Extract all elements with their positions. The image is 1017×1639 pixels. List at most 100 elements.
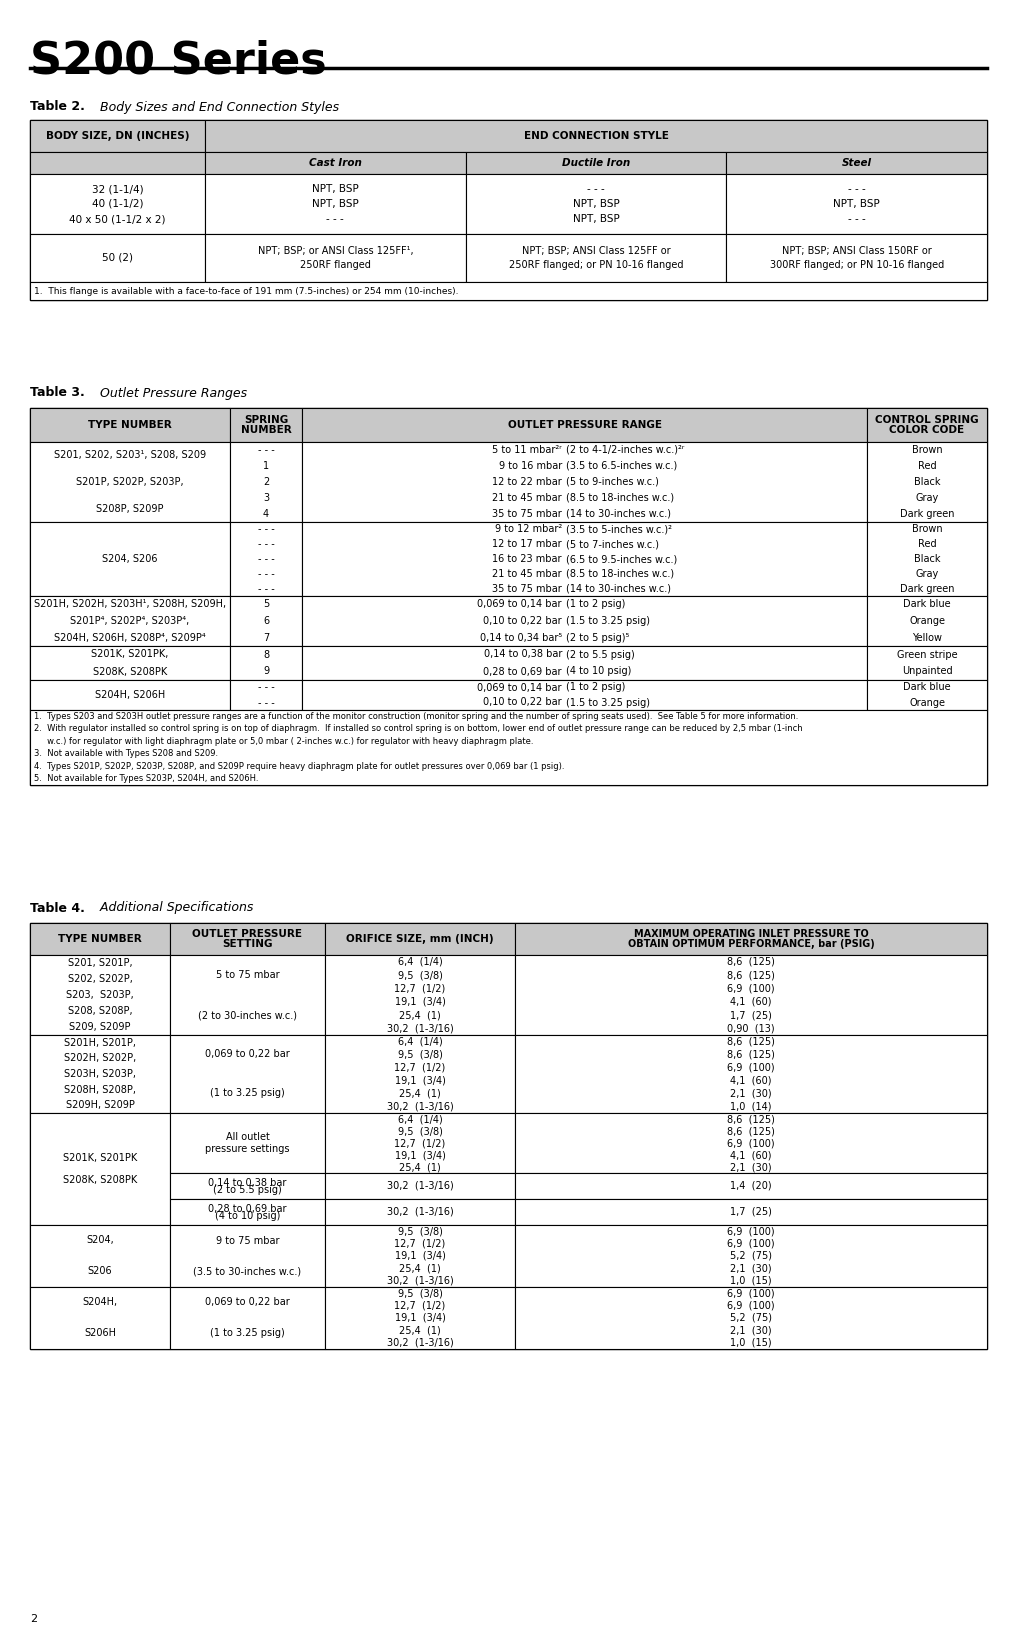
Bar	[302, 408, 868, 443]
Text: (3.5 to 5-inches w.c.)²: (3.5 to 5-inches w.c.)²	[565, 524, 672, 534]
Text: Dark blue: Dark blue	[903, 682, 951, 693]
Bar	[325, 1113, 515, 1174]
Bar	[325, 923, 515, 956]
Bar	[29, 408, 988, 785]
Bar	[205, 152, 466, 174]
Text: NPT; BSP; ANSI Class 150RF or: NPT; BSP; ANSI Class 150RF or	[782, 246, 932, 256]
Bar	[29, 521, 230, 597]
Text: 30,2  (1-3/16): 30,2 (1-3/16)	[386, 1275, 454, 1287]
Bar	[29, 923, 170, 956]
Text: 300RF flanged; or PN 10-16 flanged: 300RF flanged; or PN 10-16 flanged	[770, 261, 944, 270]
Text: 0,28 to 0,69 bar: 0,28 to 0,69 bar	[483, 667, 562, 677]
Text: Ductile Iron: Ductile Iron	[561, 157, 631, 169]
Bar	[205, 174, 466, 234]
Text: 25,4  (1): 25,4 (1)	[399, 1264, 441, 1274]
Text: 19,1  (3/4): 19,1 (3/4)	[395, 1251, 445, 1260]
Text: S201K, S201PK: S201K, S201PK	[63, 1152, 137, 1162]
Text: TYPE NUMBER: TYPE NUMBER	[88, 420, 172, 429]
Text: S202H, S202P,: S202H, S202P,	[64, 1054, 136, 1064]
Text: 0,14 to 0,38 bar: 0,14 to 0,38 bar	[483, 649, 562, 659]
Text: 40 x 50 (1-1/2 x 2): 40 x 50 (1-1/2 x 2)	[69, 215, 166, 225]
Text: w.c.) for regulator with light diaphragm plate or 5,0 mbar ( 2-inches w.c.) for : w.c.) for regulator with light diaphragm…	[34, 738, 534, 746]
Text: 0,069 to 0,22 bar: 0,069 to 0,22 bar	[205, 1298, 290, 1308]
Text: 0,14 to 0,34 bar⁵: 0,14 to 0,34 bar⁵	[480, 633, 562, 642]
Text: 250RF flanged: 250RF flanged	[300, 261, 371, 270]
Text: Dark green: Dark green	[900, 510, 954, 520]
Text: 8,6  (125): 8,6 (125)	[727, 1049, 775, 1059]
Bar	[170, 1200, 325, 1224]
Text: Brown: Brown	[911, 524, 943, 534]
Text: (5 to 7-inches w.c.): (5 to 7-inches w.c.)	[565, 539, 659, 549]
Text: (3.5 to 6.5-inches w.c.): (3.5 to 6.5-inches w.c.)	[565, 461, 677, 470]
Bar	[466, 174, 726, 234]
Bar	[302, 443, 868, 521]
Text: - - -: - - -	[257, 539, 275, 549]
Text: NPT; BSP; or ANSI Class 125FF¹,: NPT; BSP; or ANSI Class 125FF¹,	[257, 246, 413, 256]
Text: (14 to 30-inches w.c.): (14 to 30-inches w.c.)	[565, 583, 671, 593]
Text: S201, S202, S203¹, S208, S209: S201, S202, S203¹, S208, S209	[54, 451, 206, 461]
Bar	[230, 680, 302, 710]
Bar	[515, 1113, 988, 1174]
Text: (5 to 9-inches w.c.): (5 to 9-inches w.c.)	[565, 477, 659, 487]
Bar	[515, 923, 988, 956]
Text: 12,7  (1/2): 12,7 (1/2)	[395, 1301, 445, 1311]
Text: 19,1  (3/4): 19,1 (3/4)	[395, 1313, 445, 1323]
Text: 5,2  (75): 5,2 (75)	[730, 1251, 772, 1260]
Bar	[302, 680, 868, 710]
Bar	[170, 1224, 325, 1287]
Bar	[29, 152, 205, 174]
Text: ORIFICE SIZE, mm (INCH): ORIFICE SIZE, mm (INCH)	[346, 934, 494, 944]
Text: 30,2  (1-3/16): 30,2 (1-3/16)	[386, 1206, 454, 1218]
Text: 8: 8	[263, 649, 270, 659]
Text: Table 2.: Table 2.	[29, 100, 84, 113]
Text: 0,10 to 0,22 bar: 0,10 to 0,22 bar	[483, 616, 562, 626]
Text: Dark green: Dark green	[900, 583, 954, 593]
Text: (2 to 30-inches w.c.): (2 to 30-inches w.c.)	[198, 1010, 297, 1019]
Text: 8,6  (125): 8,6 (125)	[727, 957, 775, 967]
Bar	[29, 1034, 170, 1113]
Text: S206: S206	[87, 1267, 112, 1277]
Text: NPT, BSP: NPT, BSP	[573, 215, 619, 225]
Text: 1.  Types S203 and S203H outlet pressure ranges are a function of the monitor co: 1. Types S203 and S203H outlet pressure …	[34, 711, 798, 721]
Text: Outlet Pressure Ranges: Outlet Pressure Ranges	[92, 387, 247, 400]
Text: 9 to 16 mbar: 9 to 16 mbar	[498, 461, 562, 470]
Text: 3: 3	[263, 493, 270, 503]
Text: (4 to 10 psig): (4 to 10 psig)	[565, 667, 632, 677]
Bar	[170, 956, 325, 1034]
Text: 3.  Not available with Types S208 and S209.: 3. Not available with Types S208 and S20…	[34, 749, 218, 759]
Text: Additional Specifications: Additional Specifications	[92, 901, 253, 915]
Text: - - -: - - -	[257, 569, 275, 579]
Text: S202, S202P,: S202, S202P,	[67, 974, 132, 983]
Bar	[29, 120, 988, 300]
Text: 2: 2	[29, 1614, 38, 1624]
Text: NPT, BSP: NPT, BSP	[833, 198, 880, 210]
Text: 12 to 22 mbar: 12 to 22 mbar	[492, 477, 562, 487]
Text: (1 to 3.25 psig): (1 to 3.25 psig)	[211, 1329, 285, 1339]
Bar	[325, 1174, 515, 1200]
Text: TYPE NUMBER: TYPE NUMBER	[58, 934, 142, 944]
Bar	[230, 521, 302, 597]
Text: 25,4  (1): 25,4 (1)	[399, 1162, 441, 1172]
Bar	[515, 1287, 988, 1349]
Bar	[29, 443, 230, 521]
Text: 50 (2): 50 (2)	[102, 252, 133, 262]
Bar	[29, 597, 230, 646]
Bar	[29, 710, 988, 785]
Text: 30,2  (1-3/16): 30,2 (1-3/16)	[386, 1182, 454, 1192]
Text: S208H, S208P,: S208H, S208P,	[64, 1085, 136, 1095]
Text: 6,9  (100): 6,9 (100)	[727, 1226, 775, 1236]
Bar	[170, 1287, 325, 1349]
Text: (3.5 to 30-inches w.c.): (3.5 to 30-inches w.c.)	[193, 1267, 302, 1277]
Text: 30,2  (1-3/16): 30,2 (1-3/16)	[386, 1101, 454, 1111]
Text: 0,14 to 0,38 bar: 0,14 to 0,38 bar	[208, 1178, 287, 1188]
Text: (1 to 2 psig): (1 to 2 psig)	[565, 682, 625, 693]
Text: (8.5 to 18-inches w.c.): (8.5 to 18-inches w.c.)	[565, 569, 674, 579]
Text: 8,6  (125): 8,6 (125)	[727, 970, 775, 980]
Bar	[726, 174, 988, 234]
Text: 1,0  (15): 1,0 (15)	[730, 1337, 772, 1347]
Text: 6: 6	[263, 616, 270, 626]
Text: 16 to 23 mbar: 16 to 23 mbar	[492, 554, 562, 564]
Text: OBTAIN OPTIMUM PERFORMANCE, bar (PSIG): OBTAIN OPTIMUM PERFORMANCE, bar (PSIG)	[627, 939, 875, 949]
Text: (1.5 to 3.25 psig): (1.5 to 3.25 psig)	[565, 616, 650, 626]
Text: 9,5  (3/8): 9,5 (3/8)	[398, 1226, 442, 1236]
